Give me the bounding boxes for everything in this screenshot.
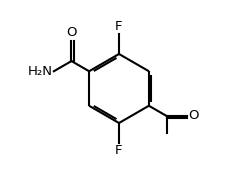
Text: F: F xyxy=(115,20,123,33)
Text: H₂N: H₂N xyxy=(27,65,52,78)
Text: O: O xyxy=(66,26,77,39)
Text: F: F xyxy=(115,144,123,157)
Text: O: O xyxy=(188,109,199,122)
